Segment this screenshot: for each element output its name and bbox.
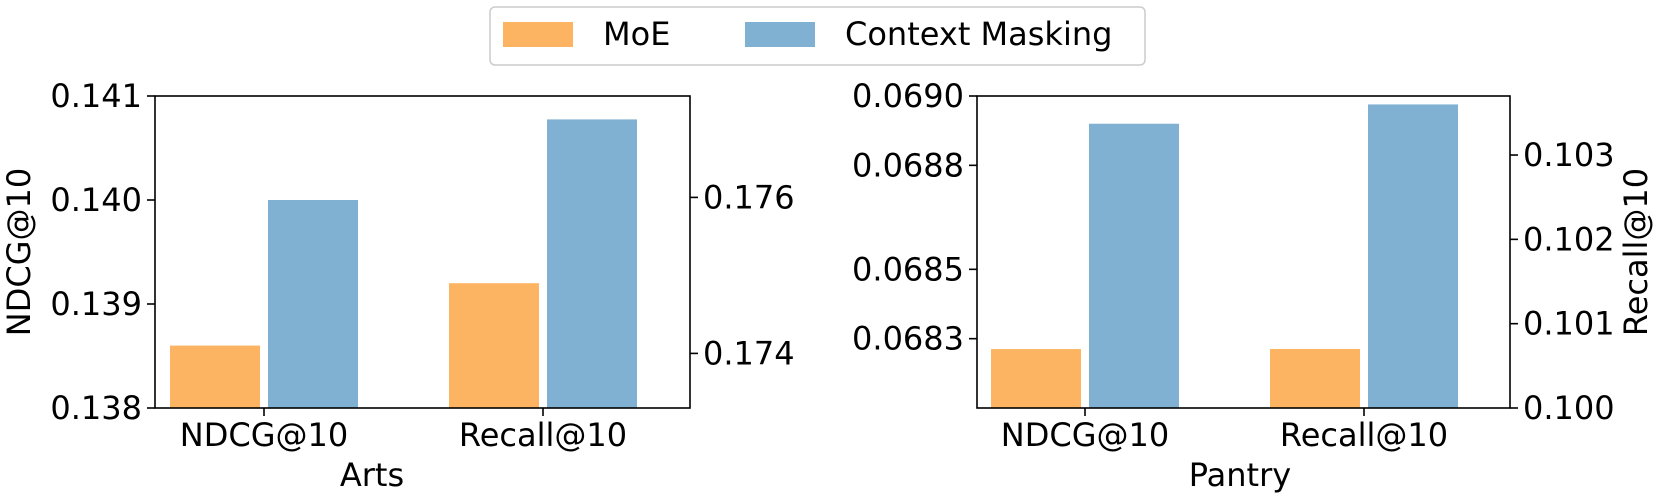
- legend-label-context-masking: Context Masking: [845, 15, 1112, 53]
- left-tick-label: 0.0685: [852, 250, 964, 288]
- left-ticks-arts: 0.138 0.139 0.140 0.141: [50, 77, 155, 427]
- panel-pantry: 0.0683 0.0685 0.0688 0.0690 0.100 0.101 0.102…: [852, 77, 1655, 494]
- ylabel-right-pantry: Recall@10: [1617, 168, 1655, 336]
- left-ticks-pantry: 0.0683 0.0685 0.0688 0.0690: [852, 77, 977, 358]
- legend-swatch-context-masking: [745, 22, 815, 47]
- bar-arts-context-masking-ndcg-10: [268, 200, 358, 408]
- plot-frame-pantry: [976, 95, 1511, 409]
- right-ticks-pantry: 0.100 0.101 0.102 0.103: [1510, 136, 1615, 427]
- bar-pantry-context-masking-recall-10: [1368, 104, 1458, 408]
- bars-pantry: [991, 104, 1458, 408]
- legend-swatch-moe: [503, 22, 573, 47]
- legend-label-moe: MoE: [603, 15, 670, 53]
- plot-frame-arts: [154, 95, 691, 409]
- x-ticks-arts: NDCG@10 Recall@10: [180, 408, 627, 454]
- bar-pantry-moe-recall-10: [1270, 348, 1360, 408]
- left-tick-label: 0.139: [50, 285, 142, 323]
- bar-arts-context-masking-recall-10: [547, 119, 637, 409]
- ylabel-left-arts: NDCG@10: [0, 168, 38, 336]
- bars-arts: [170, 119, 637, 409]
- xlabel-pantry: Pantry: [1189, 456, 1291, 494]
- right-tick-label: 0.102: [1523, 220, 1615, 258]
- x-tick-label-recall-10: Recall@10: [459, 416, 627, 454]
- bar-pantry-context-masking-ndcg-10: [1089, 123, 1179, 408]
- legend: MoE Context Masking: [489, 6, 1146, 66]
- right-tick-label: 0.176: [703, 178, 795, 216]
- right-ticks-arts: 0.174 0.176: [690, 178, 795, 372]
- right-tick-label: 0.100: [1523, 389, 1615, 427]
- left-tick-label: 0.140: [50, 181, 142, 219]
- left-tick-label: 0.0683: [852, 320, 964, 358]
- x-tick-label-ndcg-10: NDCG@10: [180, 416, 348, 454]
- x-tick-label-ndcg-10: NDCG@10: [1001, 416, 1169, 454]
- xlabel-arts: Arts: [340, 456, 404, 494]
- legend-frame: [489, 6, 1146, 66]
- x-ticks-pantry: NDCG@10 Recall@10: [1001, 408, 1448, 454]
- left-tick-label: 0.138: [50, 389, 142, 427]
- panel-arts: 0.138 0.139 0.140 0.141 0.174 0.176 NDCG@10 R…: [0, 77, 795, 494]
- bar-arts-moe-recall-10: [449, 283, 539, 408]
- bar-pantry-moe-ndcg-10: [991, 349, 1081, 408]
- left-tick-label: 0.0690: [852, 77, 964, 115]
- left-tick-label: 0.0688: [852, 146, 964, 184]
- right-tick-label: 0.103: [1523, 136, 1615, 174]
- bar-arts-moe-ndcg-10: [170, 345, 260, 408]
- right-tick-label: 0.174: [703, 334, 795, 372]
- x-tick-label-recall-10: Recall@10: [1280, 416, 1448, 454]
- right-tick-label: 0.101: [1523, 305, 1615, 343]
- left-tick-label: 0.141: [50, 77, 142, 115]
